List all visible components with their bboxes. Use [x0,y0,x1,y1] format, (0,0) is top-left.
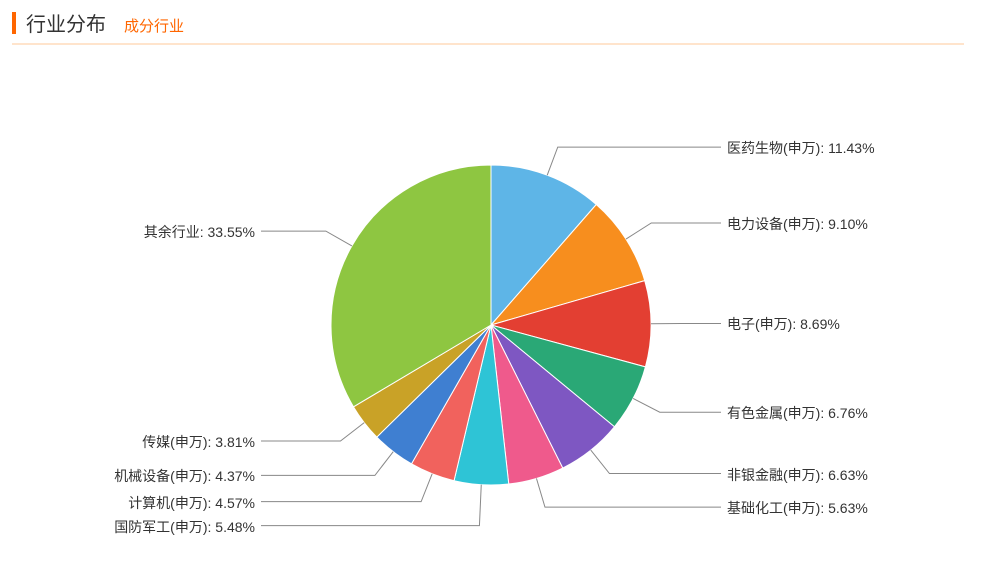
pie-chart-container: 医药生物(申万): 11.43% 电力设备(申万): 9.10% 电子(申万): 8… [0,45,982,575]
pie-slice-label: 有色金属(申万): 6.76% [727,403,868,423]
leader-line [261,452,393,476]
pie-slice-label: 其余行业: 33.55% [144,222,255,242]
leader-line [547,147,721,175]
pie-slice-label: 机械设备(申万): 4.37% [114,466,255,486]
pie-slice-label: 计算机(申万): 4.57% [128,493,255,513]
leader-line [536,478,721,507]
leader-line [626,223,721,239]
pie-slice-label: 非银金融(申万): 6.63% [727,465,868,485]
pie-slice-label: 医药生物(申万): 11.43% [727,138,875,158]
pie-slice-label: 国防军工(申万): 5.48% [114,517,255,537]
leader-line [261,423,364,441]
pie-slice-label: 电力设备(申万): 9.10% [727,214,868,234]
accent-bar [12,12,16,34]
leader-line [633,398,721,412]
pie-slice-label: 基础化工(申万): 5.63% [727,498,868,518]
section-title: 行业分布 [26,8,106,37]
section-header: 行业分布 成分行业 [12,0,964,45]
leader-line [261,474,432,502]
pie-slice-label: 电子(申万): 8.69% [727,314,840,334]
leader-line [261,231,352,246]
leader-line [261,485,481,526]
section-subtitle: 成分行业 [124,15,184,36]
leader-line [591,450,721,473]
pie-slice-label: 传媒(申万): 3.81% [142,432,255,452]
